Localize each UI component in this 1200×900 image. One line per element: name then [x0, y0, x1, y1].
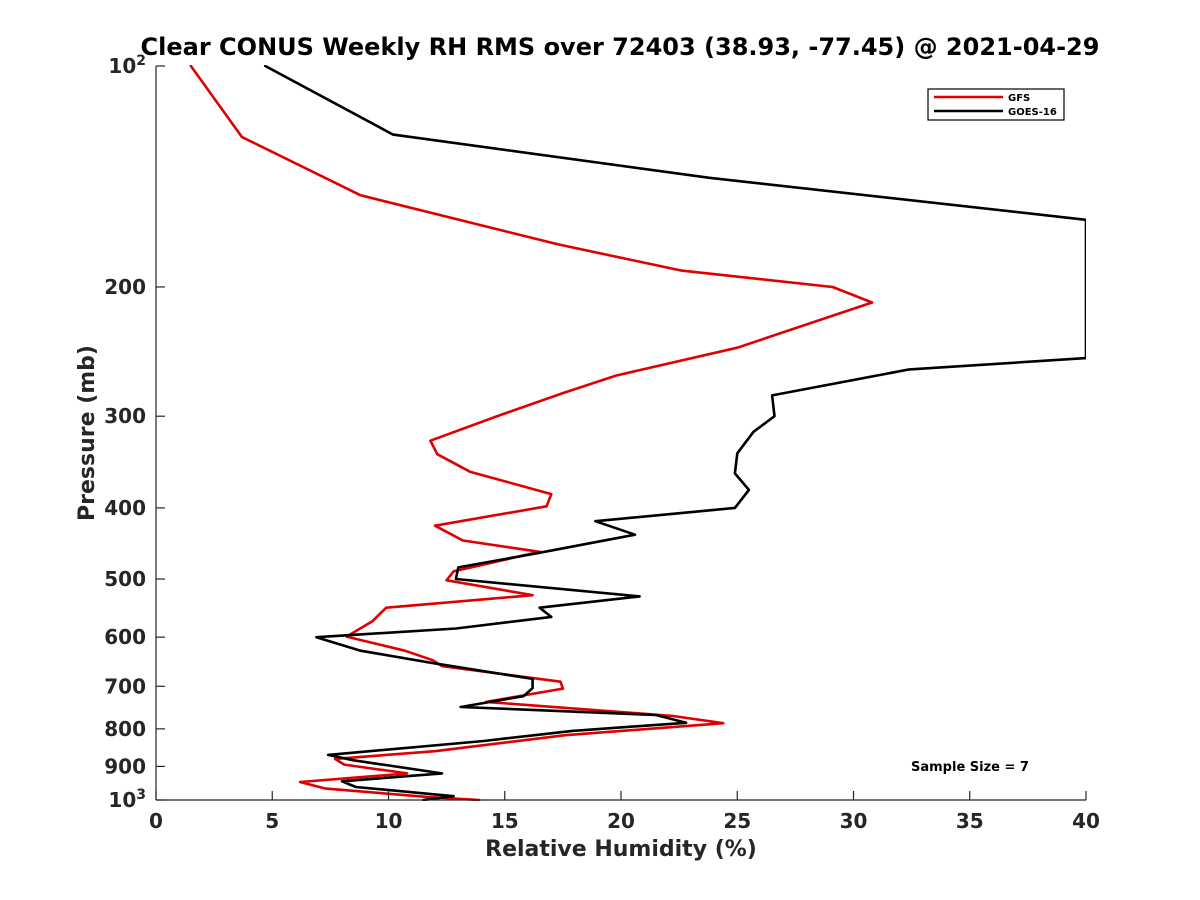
y-axis-label: Pressure (mb): [75, 345, 100, 521]
y-axis-label-group: Pressure (mb): [75, 345, 100, 521]
y-tick-label: 700: [104, 674, 146, 698]
legend-label-goes-16: GOES-16: [1008, 107, 1057, 118]
sample-size-annotation: Sample Size = 7: [911, 760, 1029, 775]
x-tick-label: 40: [1072, 809, 1100, 833]
y-tick-label: 800: [104, 717, 146, 741]
y-tick-label: 200: [104, 275, 146, 299]
x-tick-label: 15: [491, 809, 519, 833]
legend-label-gfs: GFS: [1008, 93, 1030, 104]
plot-area: [189, 65, 1086, 801]
x-tick-label: 30: [840, 809, 868, 833]
x-axis-label: Relative Humidity (%): [485, 837, 757, 862]
x-tick-label: 35: [956, 809, 984, 833]
legend-box: [927, 88, 1065, 121]
series-line-goes-16: [263, 65, 1086, 801]
y-tick-label: 500: [104, 567, 146, 591]
y-tick-label: 400: [104, 496, 146, 520]
x-tick-label: 20: [607, 809, 635, 833]
series-group: [189, 65, 1086, 801]
chart-title: Clear CONUS Weekly RH RMS over 72403 (38…: [141, 33, 1100, 61]
x-tick-label: 10: [375, 809, 403, 833]
y-tick-label: 600: [104, 625, 146, 649]
y-tick-label: 900: [104, 754, 146, 778]
series-line-gfs: [189, 65, 874, 801]
y-tick-exponent: 2: [136, 53, 146, 69]
y-tick-exponent: 3: [136, 787, 146, 803]
legend: GFS GOES-16: [927, 88, 1065, 121]
x-tick-label: 25: [723, 809, 751, 833]
x-tick-label: 0: [149, 809, 163, 833]
y-tick-label: 300: [104, 404, 146, 428]
x-tick-label: 5: [265, 809, 279, 833]
